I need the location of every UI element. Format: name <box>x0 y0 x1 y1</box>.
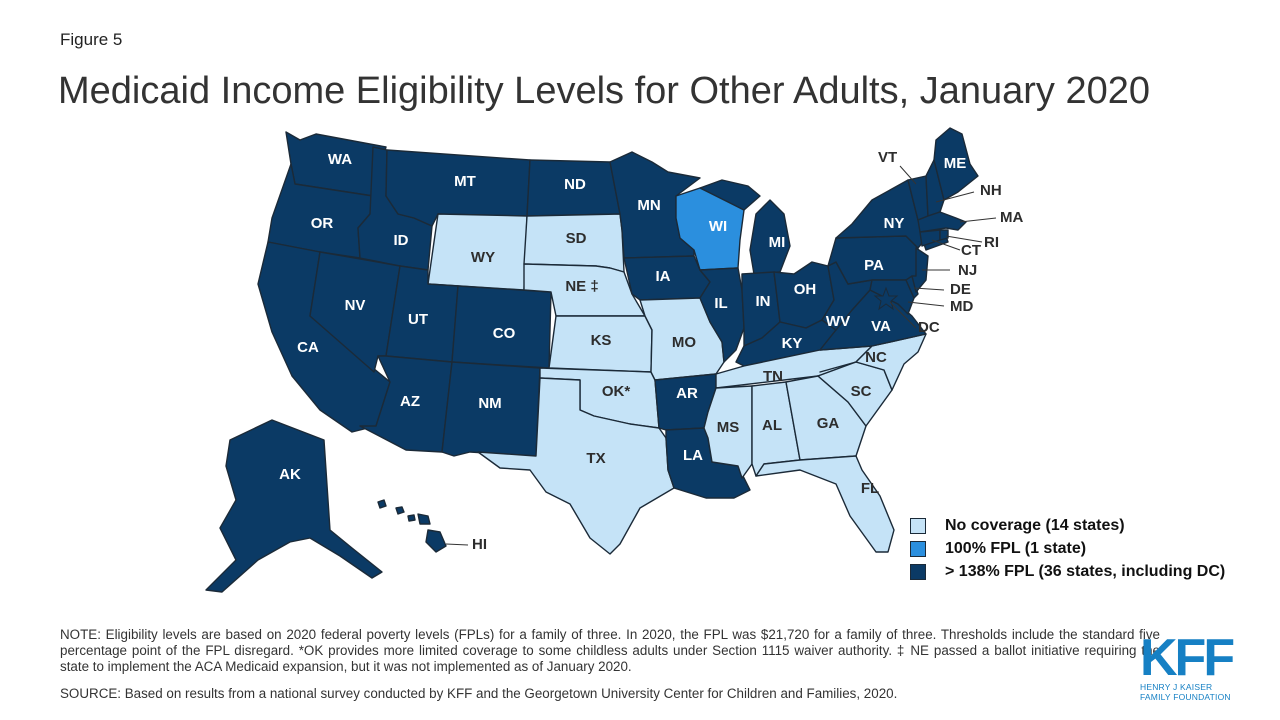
label-tx: TX <box>586 450 605 467</box>
label-il: IL <box>714 295 727 312</box>
leader-dc <box>889 301 917 329</box>
label-ia: IA <box>656 268 671 285</box>
label-ak: AK <box>279 466 301 483</box>
state-ne <box>523 263 646 317</box>
label-ok: OK* <box>602 383 631 400</box>
label-la: LA <box>683 447 703 464</box>
label-ut: UT <box>408 311 428 328</box>
legend-swatch-100-fpl <box>910 540 926 557</box>
label-nd: ND <box>564 176 586 193</box>
label-nm: NM <box>478 395 501 412</box>
label-ri: RI <box>984 234 999 251</box>
leader-de <box>913 287 945 291</box>
label-nj: NJ <box>958 262 977 279</box>
label-nh: NH <box>980 182 1002 199</box>
legend-label-no-coverage: No coverage (14 states) <box>945 516 1125 534</box>
label-fl: FL <box>861 480 879 497</box>
label-ms: MS <box>717 419 740 436</box>
label-wv: WV <box>826 313 850 330</box>
legend-item-100-fpl: 100% FPL (1 state) <box>910 537 1225 560</box>
label-or: OR <box>311 215 334 232</box>
label-id: ID <box>394 232 409 249</box>
state-fl <box>755 455 895 553</box>
leader-hi <box>445 543 469 546</box>
label-nv: NV <box>345 297 366 314</box>
label-ar: AR <box>676 385 698 402</box>
label-az: AZ <box>400 393 420 410</box>
label-md: MD <box>950 298 973 315</box>
legend-item-138-fpl: > 138% FPL (36 states, including DC) <box>910 560 1225 583</box>
logo-mark: KFF <box>1140 629 1235 687</box>
legend-item-no-coverage: No coverage (14 states) <box>910 514 1225 537</box>
state-il <box>699 267 745 363</box>
label-hi: HI <box>472 536 487 553</box>
label-ca: CA <box>297 339 319 356</box>
label-ne: NE ‡ <box>565 278 598 295</box>
state-ak <box>205 419 383 593</box>
label-ky: KY <box>782 335 803 352</box>
leader-nh <box>935 191 975 203</box>
leader-ct <box>931 239 961 251</box>
label-ga: GA <box>817 415 840 432</box>
logo-line-2: FAMILY FOUNDATION <box>1140 692 1231 702</box>
state-nj <box>911 247 929 293</box>
leader-ma <box>959 217 997 223</box>
state-nc <box>819 333 927 391</box>
label-mo: MO <box>672 334 696 351</box>
state-de <box>905 275 919 299</box>
label-ct: CT <box>961 242 981 259</box>
label-mi: MI <box>769 234 786 251</box>
label-de: DE <box>950 281 971 298</box>
label-dc: DC <box>918 319 940 336</box>
label-wa: WA <box>328 151 352 168</box>
leader-md <box>907 301 945 307</box>
label-oh: OH <box>794 281 817 298</box>
kff-logo: KFF HENRY J KAISER FAMILY FOUNDATION <box>1140 629 1240 702</box>
legend-label-100-fpl: 100% FPL (1 state) <box>945 539 1087 557</box>
state-nh <box>925 159 945 217</box>
leader-ri <box>945 235 983 243</box>
legend-swatch-138-fpl <box>910 563 926 580</box>
label-mt: MT <box>454 173 476 190</box>
logo-line-1: HENRY J KAISER <box>1140 682 1213 692</box>
label-pa: PA <box>864 257 884 274</box>
leader-vt <box>899 165 917 185</box>
label-ma: MA <box>1000 209 1023 226</box>
label-ny: NY <box>884 215 905 232</box>
footnote: NOTE: Eligibility levels are based on 20… <box>60 627 1160 674</box>
label-va: VA <box>871 318 891 335</box>
label-wy: WY <box>471 249 495 266</box>
label-nc: NC <box>865 349 887 366</box>
label-me: ME <box>944 155 967 172</box>
state-mi <box>699 179 791 275</box>
legend-label-138-fpl: > 138% FPL (36 states, including DC) <box>945 562 1226 580</box>
legend: No coverage (14 states) 100% FPL (1 stat… <box>910 514 1225 583</box>
state-hi <box>377 499 447 553</box>
state-ri <box>939 229 949 241</box>
label-ks: KS <box>591 332 612 349</box>
label-vt: VT <box>878 149 897 166</box>
label-in: IN <box>756 293 771 310</box>
state-me <box>933 127 979 201</box>
figure-label: Figure 5 <box>60 30 123 49</box>
source-note: SOURCE: Based on results from a national… <box>60 686 898 701</box>
legend-swatch-no-coverage <box>910 517 926 534</box>
state-tx <box>477 377 675 555</box>
page-title: Medicaid Income Eligibility Levels for O… <box>58 70 1150 112</box>
label-al: AL <box>762 417 782 434</box>
label-sc: SC <box>851 383 872 400</box>
label-co: CO <box>493 325 516 342</box>
label-mn: MN <box>637 197 660 214</box>
label-wi: WI <box>709 218 727 235</box>
label-sd: SD <box>566 230 587 247</box>
label-tn: TN <box>763 368 783 385</box>
